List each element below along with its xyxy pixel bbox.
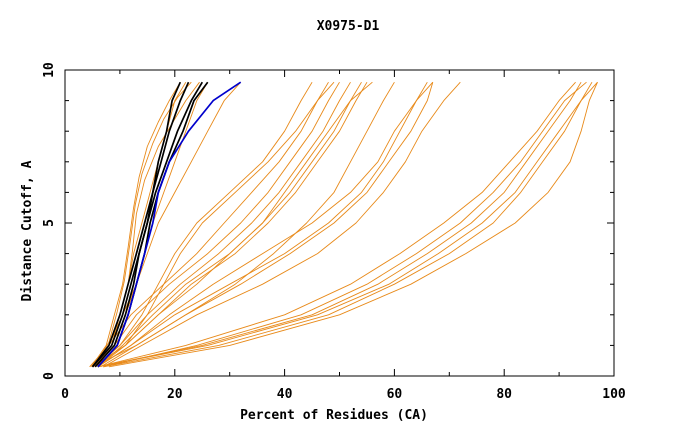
series-line-model-10 bbox=[94, 81, 313, 368]
series-line-model-01 bbox=[91, 81, 181, 368]
y-tick-label-10: 10 bbox=[42, 62, 57, 78]
y-tick-label-5: 5 bbox=[42, 219, 57, 227]
series-layer bbox=[89, 81, 598, 368]
series-line-model-18 bbox=[97, 81, 582, 368]
series-line-model-02 bbox=[93, 81, 192, 368]
y-axis-label: Distance Cutoff, A bbox=[20, 160, 35, 301]
axes-layer: 0 20 40 60 80 100 0 5 10 bbox=[42, 62, 626, 402]
series-line-model-08 bbox=[97, 81, 362, 368]
series-line-model-20 bbox=[108, 82, 598, 368]
series-line-black-d bbox=[91, 81, 182, 368]
series-line-model-14 bbox=[97, 81, 428, 368]
series-line-model-04 bbox=[92, 81, 242, 368]
series-line-model-22 bbox=[97, 81, 598, 368]
series-line-model-12 bbox=[97, 81, 434, 368]
chart-title: X0975-D1 bbox=[317, 19, 380, 34]
x-tick-label-80: 80 bbox=[496, 387, 512, 402]
series-line-blue bbox=[97, 81, 242, 368]
x-tick-label-100: 100 bbox=[602, 387, 626, 402]
x-axis-label: Percent of Residues (CA) bbox=[240, 408, 428, 423]
series-line-model-19 bbox=[103, 81, 593, 368]
series-line-model-03 bbox=[94, 81, 200, 368]
y-tick-label-0: 0 bbox=[42, 372, 57, 380]
series-line-model-21 bbox=[97, 81, 576, 368]
series-line-model-06 bbox=[92, 81, 340, 368]
x-tick-label-20: 20 bbox=[167, 387, 183, 402]
series-line-black-a bbox=[91, 81, 190, 368]
series-line-model-16 bbox=[92, 81, 395, 368]
x-tick-label-0: 0 bbox=[61, 387, 69, 402]
series-line-model-11 bbox=[97, 81, 335, 368]
x-tick-label-60: 60 bbox=[387, 387, 403, 402]
series-line-model-17 bbox=[92, 81, 373, 368]
series-line-model-15 bbox=[103, 81, 461, 368]
series-line-model-07 bbox=[94, 81, 351, 368]
x-tick-label-40: 40 bbox=[277, 387, 293, 402]
series-line-model-23 bbox=[103, 81, 587, 368]
